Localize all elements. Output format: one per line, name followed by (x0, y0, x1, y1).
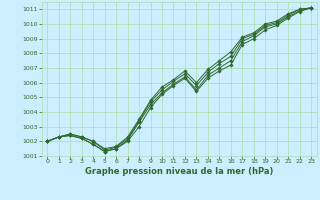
X-axis label: Graphe pression niveau de la mer (hPa): Graphe pression niveau de la mer (hPa) (85, 167, 273, 176)
